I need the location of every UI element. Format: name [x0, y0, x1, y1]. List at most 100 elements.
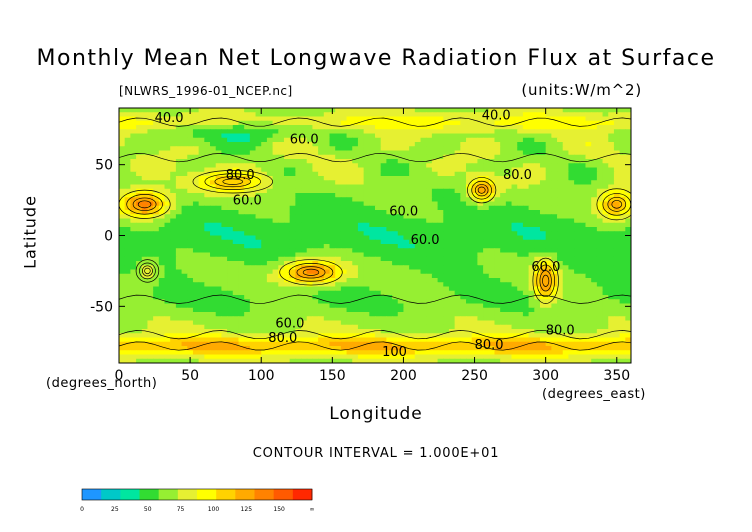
heatmap-cell	[369, 171, 376, 177]
heatmap-cell	[329, 256, 336, 262]
heatmap-cell	[579, 235, 587, 241]
heatmap-cell	[545, 176, 552, 181]
heatmap-cell	[204, 273, 211, 279]
heatmap-cell	[369, 239, 376, 245]
heatmap-cell	[517, 222, 524, 228]
heatmap-cell	[625, 108, 631, 113]
heatmap-cell	[557, 282, 564, 288]
heatmap-cell	[591, 154, 598, 160]
heatmap-cell	[187, 337, 194, 343]
heatmap-cell	[466, 163, 473, 169]
heatmap-cell	[210, 129, 217, 135]
heatmap-cell	[426, 188, 433, 194]
heatmap-cell	[283, 316, 291, 322]
heatmap-cell	[437, 125, 444, 130]
heatmap-cell	[124, 329, 131, 334]
heatmap-cell	[613, 299, 621, 305]
heatmap-cell	[147, 329, 154, 334]
heatmap-cell	[141, 154, 149, 160]
heatmap-cell	[352, 273, 359, 279]
heatmap-cell	[375, 205, 382, 211]
heatmap-cell	[488, 273, 496, 279]
heatmap-cell	[289, 278, 296, 283]
heatmap-cell	[539, 231, 547, 237]
heatmap-cell	[426, 116, 433, 122]
heatmap-cell	[266, 324, 274, 330]
heatmap-cell	[335, 176, 342, 181]
heatmap-cell	[130, 261, 137, 266]
heatmap-cell	[613, 116, 621, 122]
heatmap-cell	[494, 278, 501, 283]
heatmap-cell	[414, 320, 422, 326]
heatmap-cell	[215, 184, 222, 190]
heatmap-cell	[574, 252, 581, 258]
heatmap-cell	[289, 171, 296, 177]
heatmap-cell	[181, 116, 188, 122]
heatmap-cell	[557, 235, 564, 241]
heatmap-cell	[562, 295, 570, 300]
heatmap-cell	[283, 261, 291, 266]
heatmap-cell	[625, 286, 631, 292]
heatmap-cell	[357, 116, 365, 122]
heatmap-cell	[574, 273, 581, 279]
heatmap-cell	[346, 256, 353, 262]
heatmap-cell	[443, 210, 450, 215]
heatmap-cell	[403, 150, 410, 156]
heatmap-cell	[352, 159, 359, 164]
heatmap-cell	[124, 184, 131, 190]
heatmap-cell	[392, 333, 399, 339]
heatmap-cell	[568, 188, 575, 194]
heatmap-cell	[278, 133, 285, 139]
heatmap-cell	[346, 112, 353, 118]
heatmap-cell	[187, 167, 194, 173]
heatmap-cell	[357, 163, 365, 169]
heatmap-cell	[437, 265, 444, 271]
heatmap-cell	[357, 333, 365, 339]
heatmap-cell	[261, 269, 268, 275]
heatmap-cell	[278, 256, 285, 262]
heatmap-cell	[352, 307, 359, 313]
heatmap-cell	[591, 307, 598, 313]
heatmap-cell	[454, 265, 461, 271]
heatmap-cell	[596, 286, 604, 292]
heatmap-cell	[192, 176, 200, 181]
heatmap-cell	[403, 142, 410, 147]
heatmap-cell	[505, 337, 513, 343]
heatmap-cell	[153, 129, 160, 135]
heatmap-cell	[227, 125, 234, 130]
heatmap-cell	[153, 333, 160, 339]
heatmap-cell	[608, 278, 615, 283]
heatmap-cell	[454, 261, 461, 266]
heatmap-cell	[312, 108, 319, 113]
heatmap-cell	[340, 239, 348, 245]
heatmap-cell	[249, 137, 257, 143]
heatmap-cell	[335, 133, 342, 139]
heatmap-cell	[272, 256, 279, 262]
heatmap-cell	[170, 112, 177, 118]
heatmap-cell	[557, 244, 564, 249]
heatmap-cell	[215, 154, 222, 160]
heatmap-cell	[227, 316, 234, 322]
heatmap-cell	[471, 269, 478, 275]
heatmap-cell	[375, 256, 382, 262]
heatmap-cell	[403, 167, 410, 173]
heatmap-cell	[261, 333, 268, 339]
heatmap-cell	[426, 112, 433, 118]
heatmap-cell	[272, 159, 279, 164]
heatmap-cell	[619, 329, 626, 334]
heatmap-cell	[261, 180, 268, 186]
heatmap-cell	[340, 261, 348, 266]
heatmap-cell	[619, 163, 626, 169]
heatmap-cell	[272, 295, 279, 300]
heatmap-cell	[141, 252, 149, 258]
heatmap-cell	[511, 299, 518, 305]
heatmap-cell	[488, 137, 496, 143]
heatmap-cell	[477, 129, 484, 135]
heatmap-cell	[164, 248, 171, 254]
heatmap-cell	[551, 112, 558, 118]
heatmap-cell	[471, 180, 478, 186]
heatmap-cell	[488, 333, 496, 339]
heatmap-cell	[534, 337, 541, 343]
heatmap-cell	[204, 129, 211, 135]
heatmap-cell	[448, 290, 456, 296]
